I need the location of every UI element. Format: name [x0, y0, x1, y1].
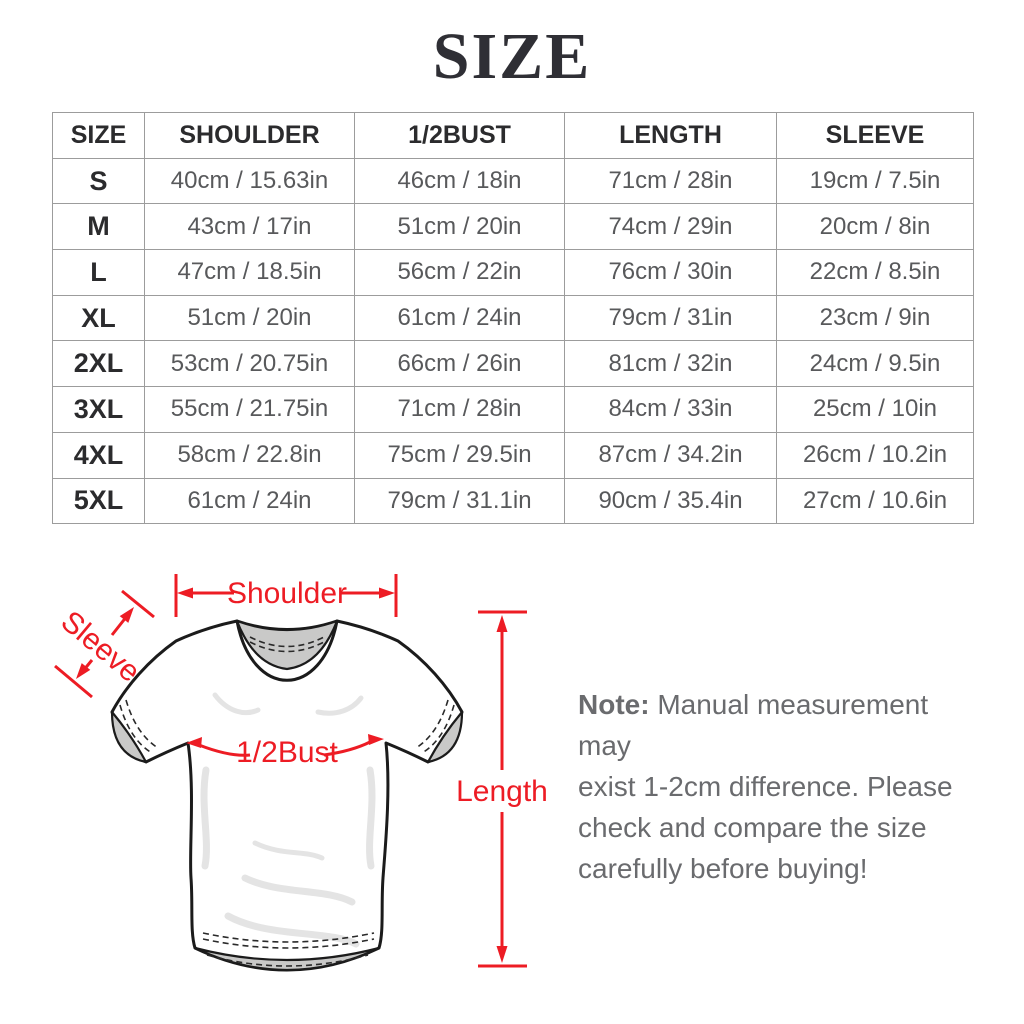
bust-cell: 51cm / 20in: [354, 203, 565, 251]
arrowhead-right-icon: [368, 734, 384, 745]
page-title: SIZE: [432, 20, 592, 93]
size-cell: 3XL: [52, 386, 145, 433]
shoulder-cell: 61cm / 24in: [144, 477, 355, 525]
note-text: Note: Manual measurement may exist 1-2cm…: [578, 684, 988, 889]
length-cell: 81cm / 32in: [564, 340, 777, 388]
right-cuff-stitch: [415, 699, 449, 749]
collar-band: [235, 619, 339, 682]
shoulder-dimension: Shoulder: [174, 574, 398, 617]
bust-cell: 71cm / 28in: [354, 386, 565, 433]
size-cell: M: [52, 203, 145, 251]
shoulder-cell: 53cm / 20.75in: [144, 340, 355, 388]
length-cell: 74cm / 29in: [564, 203, 777, 251]
size-cell: XL: [52, 294, 145, 342]
left-cuff-stitch: [125, 699, 159, 749]
table-row: L 47cm / 18.5in 56cm / 22in 76cm / 30in …: [52, 249, 974, 296]
note-line-1-text: Manual measurement may: [578, 689, 929, 761]
hem-stitch: [202, 938, 375, 949]
arrowhead-upright-icon: [119, 607, 134, 623]
note-line-2: exist 1-2cm difference. Please: [578, 771, 953, 802]
hem-stitch: [206, 954, 369, 967]
left-cuff-opening: [110, 710, 148, 764]
wrinkle-shading: [315, 695, 364, 716]
right-cuff-stitch: [421, 704, 455, 754]
sleeve-tick-top: [121, 589, 155, 619]
hem-stitch: [202, 932, 375, 943]
wrinkle-shading: [252, 840, 325, 861]
length-cell: 79cm / 31in: [564, 294, 777, 342]
tshirt-outline: [110, 619, 464, 972]
sleeve-cell: 27cm / 10.6in: [776, 477, 974, 525]
wrinkle-shading: [366, 766, 376, 870]
sleeve-cell: 23cm / 9in: [776, 294, 974, 342]
arrowhead-left-icon: [186, 737, 202, 748]
length-cell: 76cm / 30in: [564, 249, 777, 296]
tshirt-drawing: [110, 619, 464, 972]
size-cell: S: [52, 157, 145, 205]
arrowhead-right-icon: [379, 587, 395, 599]
note-line-4: carefully before buying!: [578, 853, 868, 884]
size-cell: 2XL: [52, 340, 145, 388]
header-sleeve: SLEEVE: [776, 112, 974, 159]
table-header-row: SIZE SHOULDER 1/2BUST LENGTH SLEEVE: [52, 112, 974, 159]
bust-cell: 56cm / 22in: [354, 249, 565, 296]
table-row: 4XL 58cm / 22.8in 75cm / 29.5in 87cm / 3…: [52, 431, 974, 479]
bust-label: 1/2Bust: [236, 736, 338, 769]
note-line-1: Note: Manual measurement may: [578, 684, 988, 766]
size-cell: 4XL: [52, 431, 145, 479]
bust-cell: 75cm / 29.5in: [354, 431, 565, 479]
left-cuff-stitch: [119, 704, 153, 754]
hem-underside: [193, 946, 381, 972]
wrinkle-shading: [241, 874, 356, 906]
length-dimension: Length: [456, 610, 548, 968]
bust-cell: 66cm / 26in: [354, 340, 565, 388]
length-cell: 84cm / 33in: [564, 386, 777, 433]
bust-arrow-line: [198, 740, 371, 757]
collar-inside: [235, 619, 339, 671]
wrinkle-shading: [224, 912, 360, 948]
table-row: 2XL 53cm / 20.75in 66cm / 26in 81cm / 32…: [52, 340, 974, 388]
size-cell: L: [52, 249, 145, 296]
shoulder-cell: 51cm / 20in: [144, 294, 355, 342]
wrinkle-shading: [200, 766, 210, 870]
size-table: SIZE SHOULDER 1/2BUST LENGTH SLEEVE S 40…: [52, 112, 974, 525]
arrowhead-downleft-icon: [76, 663, 91, 679]
right-cuff-opening: [426, 710, 464, 764]
length-cell: 90cm / 35.4in: [564, 477, 777, 525]
sleeve-cell: 25cm / 10in: [776, 386, 974, 433]
note-label: Note:: [578, 689, 650, 720]
table-row: 3XL 55cm / 21.75in 71cm / 28in 84cm / 33…: [52, 386, 974, 433]
header-size: SIZE: [52, 112, 145, 159]
wrinkle-shading: [212, 692, 261, 716]
size-cell: 5XL: [52, 477, 145, 525]
note-line-3: check and compare the size: [578, 812, 927, 843]
shoulder-cell: 58cm / 22.8in: [144, 431, 355, 479]
shoulder-cell: 43cm / 17in: [144, 203, 355, 251]
length-label: Length: [456, 775, 548, 808]
arrowhead-left-icon: [177, 587, 193, 599]
bust-cell: 46cm / 18in: [354, 157, 565, 205]
bust-cell: 61cm / 24in: [354, 294, 565, 342]
table-row: S 40cm / 15.63in 46cm / 18in 71cm / 28in…: [52, 157, 974, 205]
bust-dimension: 1/2Bust: [186, 734, 384, 769]
arrowhead-up-icon: [496, 615, 508, 632]
table-row: M 43cm / 17in 51cm / 20in 74cm / 29in 20…: [52, 203, 974, 251]
shoulder-cell: 47cm / 18.5in: [144, 249, 355, 296]
sleeve-tick-bottom: [54, 664, 93, 699]
sleeve-cell: 20cm / 8in: [776, 203, 974, 251]
shoulder-cell: 55cm / 21.75in: [144, 386, 355, 433]
table-row: XL 51cm / 20in 61cm / 24in 79cm / 31in 2…: [52, 294, 974, 342]
table-row: 5XL 61cm / 24in 79cm / 31.1in 90cm / 35.…: [52, 477, 974, 525]
shoulder-label: Shoulder: [227, 577, 347, 610]
arrowhead-down-icon: [496, 946, 508, 963]
length-cell: 87cm / 34.2in: [564, 431, 777, 479]
header-bust: 1/2BUST: [354, 112, 565, 159]
sleeve-cell: 19cm / 7.5in: [776, 157, 974, 205]
